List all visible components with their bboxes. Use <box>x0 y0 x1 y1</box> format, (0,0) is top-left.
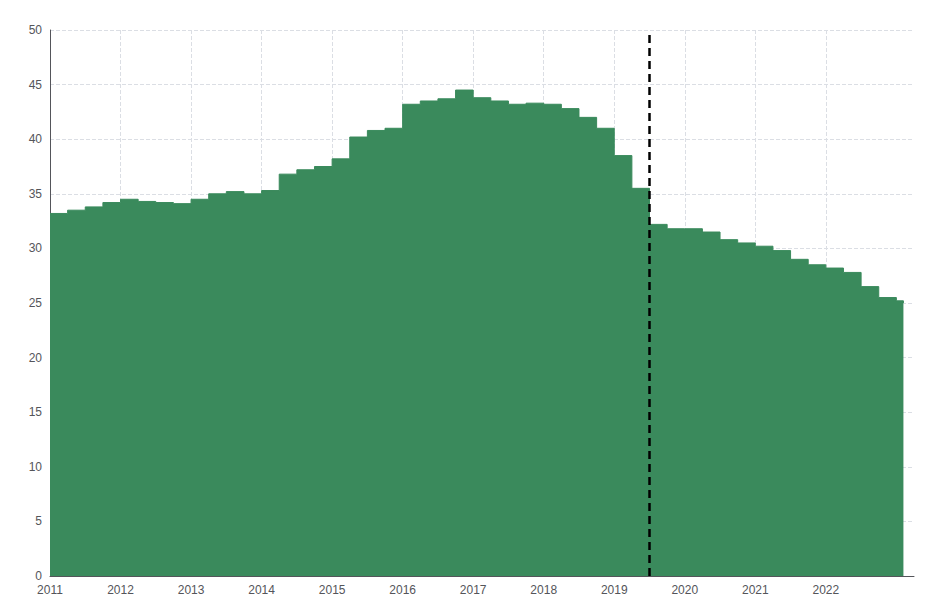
svg-text:10: 10 <box>29 460 43 474</box>
svg-text:2022: 2022 <box>812 583 839 597</box>
svg-text:2016: 2016 <box>389 583 416 597</box>
svg-text:50: 50 <box>29 23 43 37</box>
svg-text:2013: 2013 <box>178 583 205 597</box>
svg-text:2021: 2021 <box>742 583 769 597</box>
svg-text:2020: 2020 <box>671 583 698 597</box>
svg-text:45: 45 <box>29 78 43 92</box>
svg-text:30: 30 <box>29 241 43 255</box>
svg-text:35: 35 <box>29 187 43 201</box>
svg-text:2017: 2017 <box>460 583 487 597</box>
svg-text:2015: 2015 <box>319 583 346 597</box>
svg-text:2012: 2012 <box>107 583 134 597</box>
svg-text:2018: 2018 <box>530 583 557 597</box>
svg-text:2014: 2014 <box>248 583 275 597</box>
svg-text:20: 20 <box>29 351 43 365</box>
svg-text:5: 5 <box>35 514 42 528</box>
svg-text:2011: 2011 <box>37 583 63 597</box>
svg-text:25: 25 <box>29 296 43 310</box>
svg-text:15: 15 <box>29 405 43 419</box>
svg-text:0: 0 <box>35 569 42 583</box>
svg-text:40: 40 <box>29 132 43 146</box>
svg-text:2019: 2019 <box>601 583 628 597</box>
